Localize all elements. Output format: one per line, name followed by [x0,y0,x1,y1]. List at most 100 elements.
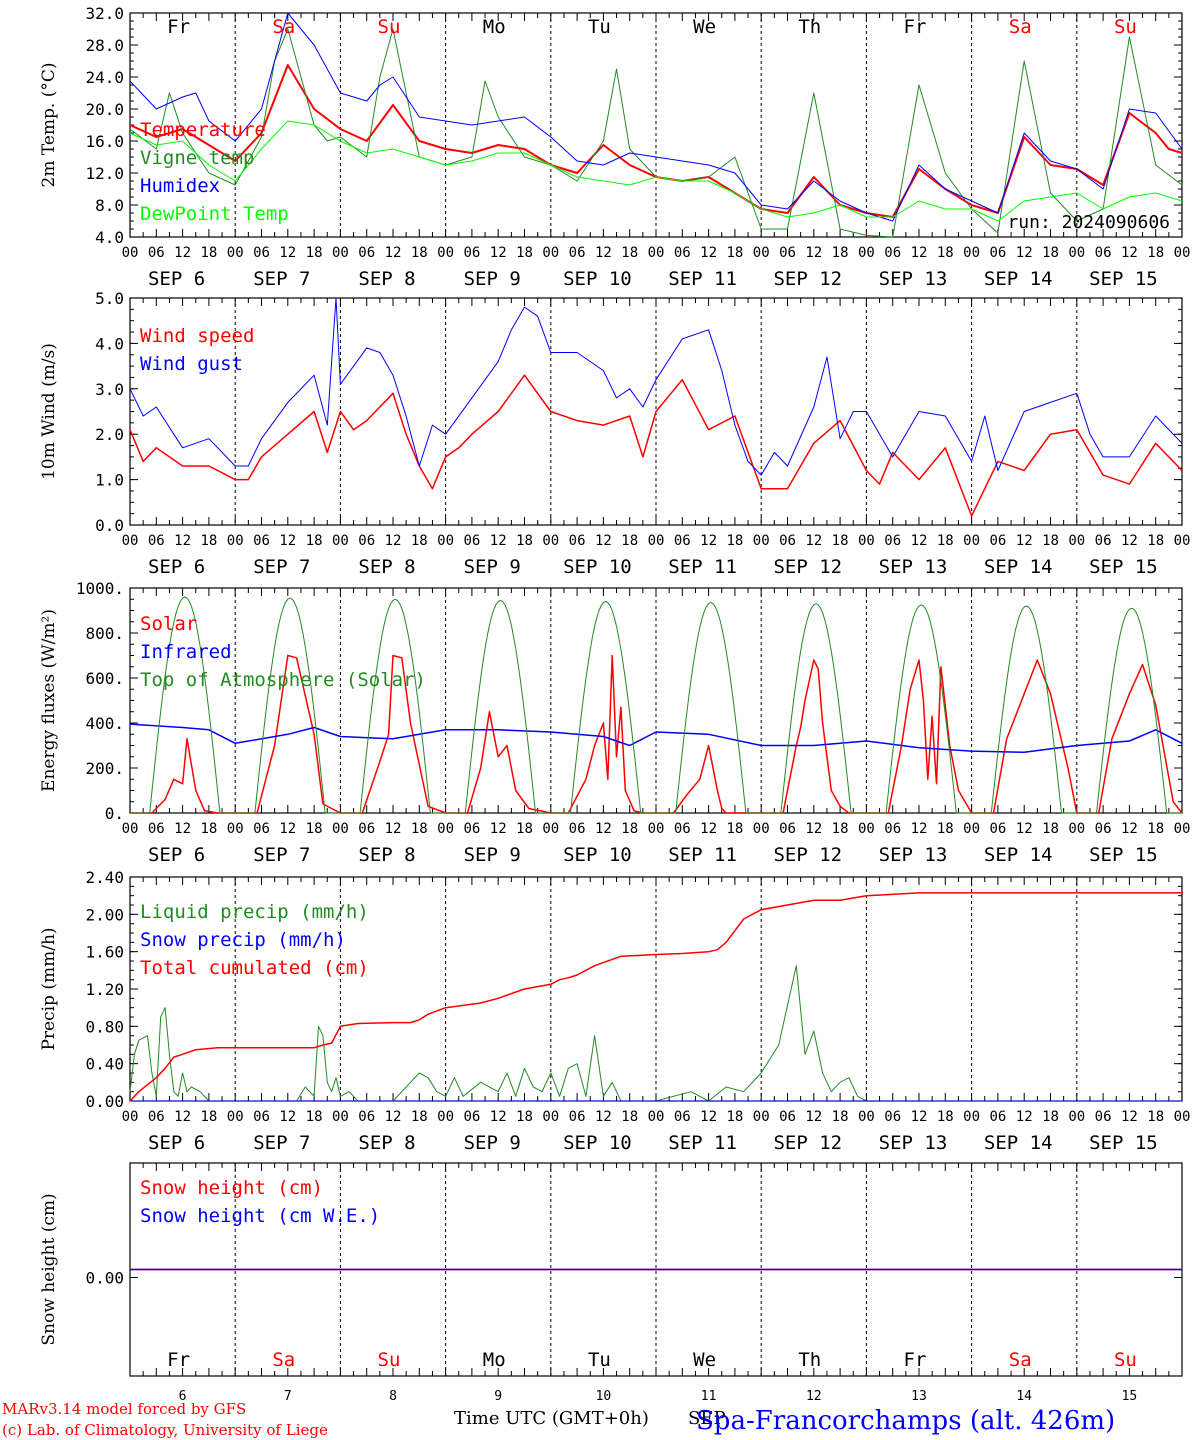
date-label: SEP 6 [148,1132,205,1154]
hour-label: 18 [306,245,323,261]
hour-label: 12 [279,245,296,261]
hour-label: 06 [569,245,586,261]
y-tick-label: 3.0 [95,380,124,399]
hour-label: 18 [832,821,849,837]
y-tick-label: 400. [85,714,124,733]
date-label: SEP 6 [148,844,205,866]
hour-label: 12 [1016,245,1033,261]
footer-lab: (c) Lab. of Climatology, University of L… [2,1421,328,1439]
hour-label: 18 [832,245,849,261]
hour-label: 06 [569,533,586,549]
hour-label: 06 [674,821,691,837]
hour-label: 18 [726,533,743,549]
hour-label: 18 [306,821,323,837]
date-label: SEP 11 [668,1132,737,1154]
legend-entry: Wind speed [140,325,254,347]
hour-label: 12 [279,821,296,837]
hour-label: 06 [148,533,165,549]
hour-label: 12 [174,533,191,549]
hour-label: 00 [1068,1109,1085,1125]
hour-label: 12 [805,821,822,837]
hour-label: 12 [595,533,612,549]
hour-label: 06 [148,1109,165,1125]
hour-label: 18 [621,533,638,549]
hour-label: 00 [542,1109,559,1125]
hour-label: 12 [700,533,717,549]
hour-label: 18 [1042,245,1059,261]
date-label: SEP 10 [563,1132,632,1154]
weekday-label: Sa [272,1349,295,1371]
date-label: SEP 9 [464,268,521,290]
legend-entry: Infrared [140,641,232,663]
hour-label: 12 [174,1109,191,1125]
hour-label: 06 [779,533,796,549]
hour-label: 06 [779,821,796,837]
y-tick-label: 800. [85,624,124,643]
run-label: run: 2024090606 [1007,212,1170,233]
date-label: SEP 10 [563,556,632,578]
hour-label: 12 [911,1109,928,1125]
hour-label: 18 [1147,533,1164,549]
date-label: SEP 14 [984,844,1053,866]
hour-label: 06 [989,1109,1006,1125]
legend-entry: Top of Atmosphere (Solar) [140,669,426,691]
hour-label: 18 [306,533,323,549]
day-number: 6 [179,1389,187,1404]
hour-label: 06 [884,1109,901,1125]
weekday-label: Sa [1009,1349,1032,1371]
legend-entry: Snow height (cm) [140,1177,323,1199]
date-label: SEP 7 [253,844,310,866]
series-line-liquid-precip-mm-h- [129,965,1182,1102]
hour-label: 18 [200,1109,217,1125]
hour-label: 12 [279,1109,296,1125]
date-label: SEP 9 [464,556,521,578]
hour-label: 12 [385,821,402,837]
hour-label: 00 [1068,533,1085,549]
hour-label: 00 [332,533,349,549]
hour-label: 12 [1016,821,1033,837]
legend-entry: Total cumulated (cm) [140,957,369,979]
date-label: SEP 7 [253,556,310,578]
y-tick-label: 1.0 [95,471,124,490]
y-tick-label: 0. [105,804,124,823]
weekday-label: Su [378,16,401,38]
hour-label: 18 [1042,1109,1059,1125]
date-label: SEP 13 [879,268,948,290]
hour-label: 00 [437,1109,454,1125]
hour-label: 00 [963,533,980,549]
legend-entry: Solar [140,613,197,635]
hour-label: 00 [858,245,875,261]
hour-label: 06 [1095,1109,1112,1125]
hour-label: 18 [937,533,954,549]
date-label: SEP 14 [984,556,1053,578]
hour-label: 00 [227,533,244,549]
hour-label: 00 [1174,245,1191,261]
legend-entry: Liquid precip (mm/h) [140,901,369,923]
panel-3: 0. 200. 400. 600. 800. 1000. Energy fluxes (W/… [39,579,1190,866]
legend-entry: Snow precip (mm/h) [140,929,346,951]
date-label: SEP 9 [464,844,521,866]
hour-label: 06 [253,821,270,837]
hour-label: 06 [989,821,1006,837]
legend-entry: Temperature [140,119,266,141]
day-number: 9 [494,1389,502,1404]
hour-label: 06 [989,245,1006,261]
weekday-label: Th [798,16,821,38]
series-line-top-of-atmosphere-solar- [130,596,1182,814]
y-tick-label: 12.0 [85,164,124,183]
series-line-vigne-temp [129,28,1183,238]
hour-label: 06 [1095,533,1112,549]
weekday-label: Fr [904,16,927,38]
hour-label: 06 [148,821,165,837]
hour-label: 12 [174,245,191,261]
hour-label: 06 [253,1109,270,1125]
hour-label: 06 [253,245,270,261]
hour-label: 12 [595,821,612,837]
hour-label: 18 [411,533,428,549]
y-axis-title: Precip (mm/h) [39,927,59,1050]
hour-label: 18 [516,533,533,549]
hour-label: 06 [674,245,691,261]
hour-label: 12 [911,533,928,549]
hour-label: 00 [648,533,665,549]
date-label: SEP 12 [773,1132,842,1154]
